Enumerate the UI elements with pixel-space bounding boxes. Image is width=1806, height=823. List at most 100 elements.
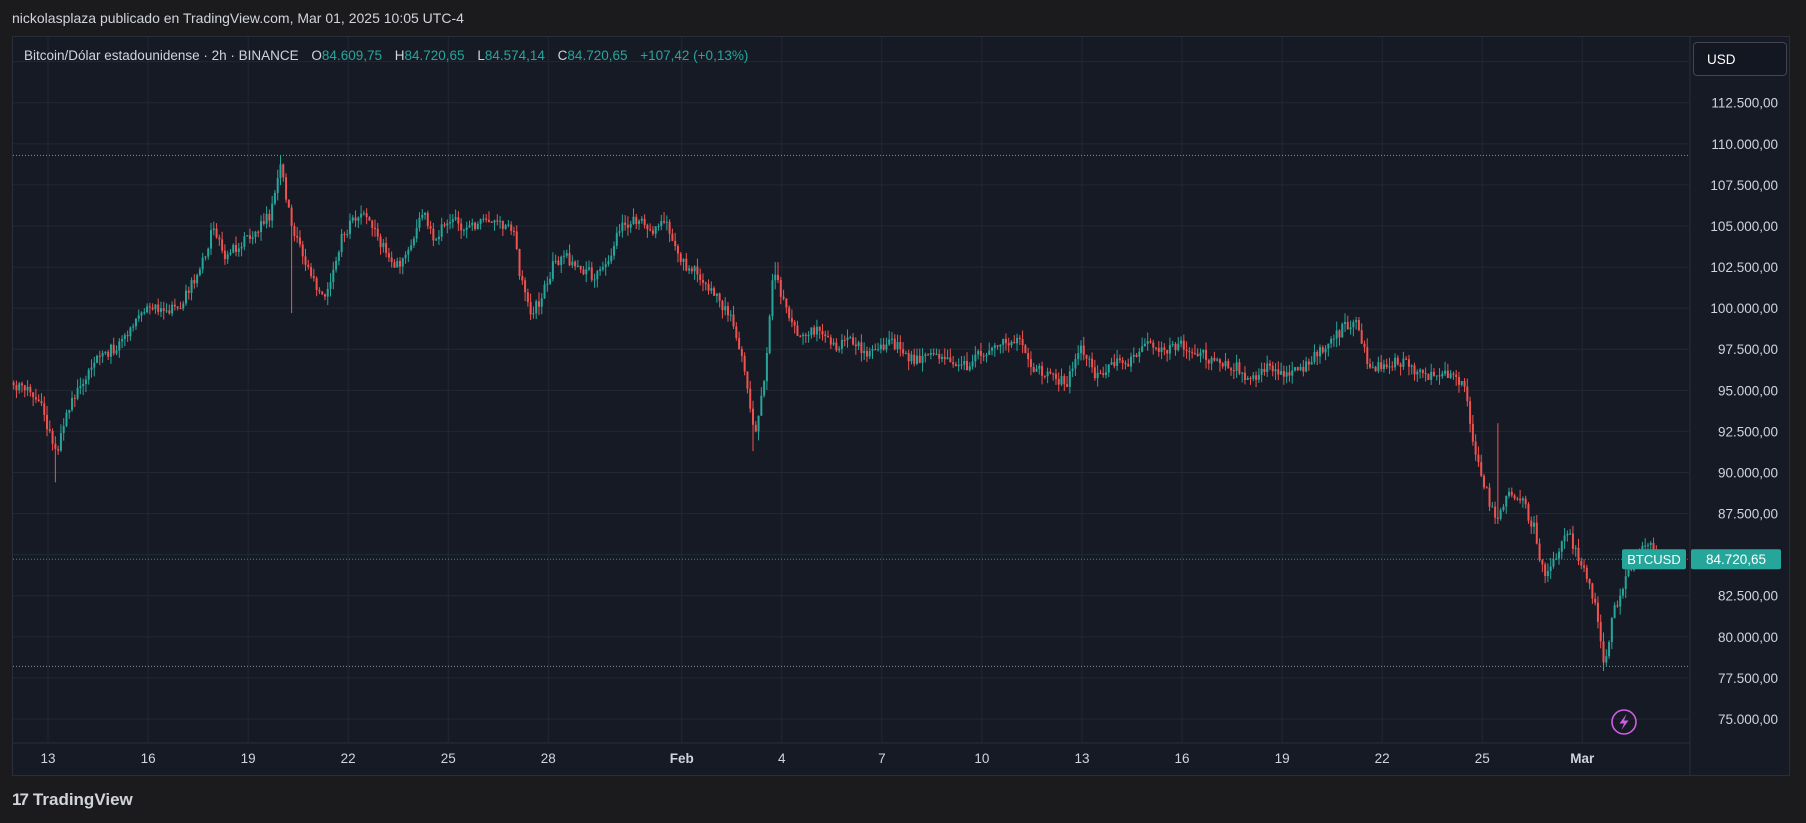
candle-body bbox=[593, 279, 596, 281]
candle-body bbox=[1221, 363, 1224, 367]
candle-body bbox=[1366, 347, 1369, 364]
candle-body bbox=[307, 264, 310, 267]
candle-body bbox=[688, 268, 691, 271]
candle-body bbox=[1405, 358, 1408, 360]
flash-icon[interactable] bbox=[1611, 709, 1637, 735]
candle-body bbox=[952, 362, 955, 365]
candle-body bbox=[1455, 374, 1458, 378]
candle-body bbox=[601, 267, 604, 270]
currency-button[interactable]: USD bbox=[1693, 42, 1787, 76]
candle-body bbox=[196, 274, 199, 284]
candle-body bbox=[1143, 343, 1146, 347]
candle-body bbox=[599, 269, 602, 272]
candle-body bbox=[1280, 370, 1283, 375]
chart-frame[interactable] bbox=[12, 36, 1790, 776]
candle-body bbox=[1341, 323, 1344, 338]
candle-body bbox=[918, 355, 921, 363]
candle-body bbox=[796, 325, 799, 336]
candle-body bbox=[1602, 641, 1605, 663]
candle-body bbox=[546, 283, 549, 285]
candle-body bbox=[268, 213, 271, 221]
candle-body bbox=[1018, 337, 1021, 339]
symbol-legend[interactable]: Bitcoin/Dólar estadounidense · 2h · BINA… bbox=[24, 48, 748, 63]
candle-body bbox=[1319, 347, 1322, 357]
candle-body bbox=[237, 248, 240, 252]
candle-body bbox=[532, 313, 535, 315]
candle-body bbox=[1132, 354, 1135, 357]
candle-body bbox=[62, 426, 65, 434]
candle-body bbox=[696, 266, 699, 275]
candle-body bbox=[1477, 454, 1480, 463]
candle-body bbox=[590, 267, 593, 280]
publish-info: nickolasplaza publicado en TradingView.c… bbox=[12, 10, 464, 26]
change-value: +107,42 (+0,13%) bbox=[640, 48, 749, 63]
candle-body bbox=[1519, 498, 1522, 501]
time-axis[interactable]: 13 16 19 22 25 28 Feb 4 7 10 13 16 19 22 25 Mar bbox=[41, 751, 1596, 766]
candle-body bbox=[1054, 373, 1057, 379]
candle-body bbox=[710, 288, 713, 291]
candle-body bbox=[1435, 375, 1438, 377]
price-axis[interactable]: 75.000,0077.500,0080.000,0082.500,0085.0… bbox=[1710, 55, 1778, 727]
candle-body bbox=[663, 221, 666, 223]
time-tick-label: 19 bbox=[241, 751, 256, 766]
candle-body bbox=[1424, 373, 1427, 375]
candle-body bbox=[115, 350, 118, 354]
candle-body bbox=[682, 258, 685, 262]
candle-body bbox=[424, 212, 427, 215]
candle-body bbox=[624, 222, 627, 225]
candle-body bbox=[474, 222, 477, 230]
candle-body bbox=[835, 342, 838, 351]
candle-body bbox=[1121, 360, 1124, 364]
candle-body bbox=[215, 228, 218, 238]
candle-body bbox=[1485, 487, 1488, 489]
candle-body bbox=[1299, 366, 1302, 371]
candle-body bbox=[1246, 378, 1249, 380]
candle-body bbox=[863, 350, 866, 354]
candle-body bbox=[1157, 347, 1160, 352]
candle-body bbox=[1216, 359, 1219, 361]
candle-body bbox=[537, 301, 540, 307]
candle-body bbox=[226, 254, 229, 260]
candle-body bbox=[665, 221, 668, 223]
candle-body bbox=[540, 298, 543, 307]
candle-body bbox=[699, 274, 702, 281]
candle-body bbox=[782, 296, 785, 299]
price-tick-label: 82.500,00 bbox=[1718, 589, 1778, 604]
candle-body bbox=[551, 261, 554, 279]
candle-body bbox=[827, 336, 830, 338]
candle-body bbox=[793, 322, 796, 326]
last-price-tags: BTCUSD 84.720,65 bbox=[1622, 549, 1781, 570]
tradingview-logo[interactable]: 17 TradingView bbox=[12, 790, 133, 810]
candle-body bbox=[323, 294, 326, 297]
candle-body bbox=[963, 360, 966, 365]
candle-body bbox=[1416, 371, 1419, 375]
candle-body bbox=[726, 306, 729, 316]
candle-body bbox=[1399, 364, 1402, 367]
candle-body bbox=[354, 217, 357, 221]
candle-body bbox=[159, 308, 162, 312]
candle-body bbox=[535, 301, 538, 314]
candle-body bbox=[176, 306, 179, 309]
candle-body bbox=[1313, 351, 1316, 362]
candle-body bbox=[1238, 362, 1241, 374]
candle-body bbox=[1407, 359, 1410, 367]
candle-body bbox=[882, 344, 885, 350]
candle-body bbox=[254, 231, 257, 238]
candle-body bbox=[771, 280, 774, 317]
candle-body bbox=[1010, 341, 1013, 346]
candle-body bbox=[1549, 566, 1552, 571]
candle-body bbox=[982, 355, 985, 357]
candle-body bbox=[348, 220, 351, 234]
candle-body bbox=[134, 318, 137, 327]
candle-body bbox=[1104, 372, 1107, 376]
candle-body bbox=[1002, 338, 1005, 345]
candle-body bbox=[1060, 376, 1063, 385]
candle-body bbox=[579, 265, 582, 270]
candle-body bbox=[910, 354, 913, 362]
candle-body bbox=[1566, 533, 1569, 536]
candle-body bbox=[240, 246, 243, 249]
candle-body bbox=[1257, 374, 1260, 380]
candle-body bbox=[927, 354, 930, 356]
candle-body bbox=[1013, 341, 1016, 344]
